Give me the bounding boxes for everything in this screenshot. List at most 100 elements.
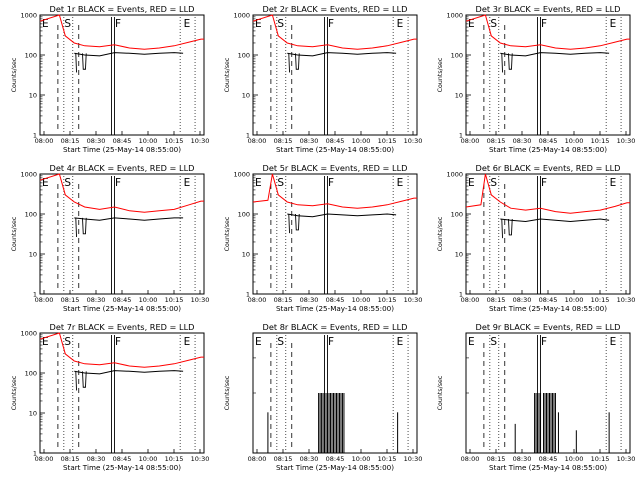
events-series-line [500,218,610,223]
y-axis-label: Counts/sec [11,216,18,251]
interval-marker-e: E [397,177,404,189]
y-tick-label: 1000 [20,12,37,20]
events-dropout [288,213,300,234]
y-tick-label: 100 [25,211,37,219]
y-tick-label: 10 [29,92,37,100]
y-tick-label: 1000 [446,12,463,20]
x-tick-label: 10:30 [617,137,636,145]
x-tick-label: 08:00 [461,137,480,145]
y-tick-label: 100 [25,370,37,378]
x-tick-label: 08:30 [513,296,532,304]
x-tick-label: 08:45 [539,137,558,145]
interval-marker-f: F [328,18,334,30]
x-tick-label: 08:00 [248,137,267,145]
interval-marker-e: E [184,336,191,348]
interval-marker-s: S [64,336,71,348]
interval-marker-s: S [277,177,284,189]
x-tick-label: 10:30 [191,296,210,304]
y-tick-label: 100 [25,52,37,60]
lld-series-line [465,14,630,50]
events-dropout [501,53,513,73]
x-tick-label: 10:15 [165,296,184,304]
interval-marker-s: S [64,177,71,189]
y-tick-label: 10 [455,92,463,100]
panel-det-5r: Det 5r BLACK = Events, RED = LLD 1 10 100 10… [224,163,422,313]
x-tick-label: 08:45 [326,455,345,463]
x-tick-label: 10:15 [591,296,610,304]
interval-marker-f: F [115,18,121,30]
lld-series-line [39,173,204,213]
x-tick-label: 10:15 [165,455,184,463]
x-tick-label: 08:45 [539,296,558,304]
x-tick-label: 08:15 [487,137,506,145]
x-tick-label: 10:00 [139,296,158,304]
x-tick-label: 08:00 [461,296,480,304]
x-tick-label: 08:45 [113,137,132,145]
y-axis-label: Counts/sec [437,216,444,251]
lld-series-line [252,173,417,209]
panel-det-4r: Det 4r BLACK = Events, RED = LLD 1 10 100 10… [11,163,209,313]
x-tick-label: 10:15 [378,296,397,304]
x-tick-label: 10:15 [165,137,184,145]
x-axis-label: Start Time (25-May-14 08:55:00) [489,304,607,313]
events-dropout [501,218,513,239]
x-tick-label: 08:30 [87,296,106,304]
events-series-line [74,52,184,57]
y-tick-label: 1000 [446,171,463,179]
events-series-line [74,217,184,221]
x-tick-label: 10:30 [404,455,423,463]
panel-det-3r: Det 3r BLACK = Events, RED = LLD 1 10 100 10… [437,4,635,154]
x-tick-label: 08:30 [513,137,532,145]
y-tick-label: 1000 [233,171,250,179]
interval-marker-s: S [64,18,71,30]
interval-marker-e: E [255,177,262,189]
interval-marker-f: F [541,336,547,348]
x-tick-label: 08:00 [248,455,267,463]
x-tick-label: 08:30 [87,455,106,463]
x-tick-label: 10:30 [617,296,636,304]
x-tick-label: 08:30 [300,137,319,145]
events-series-line [500,52,610,57]
y-tick-label: 10 [29,410,37,418]
x-axis-label: Start Time (25-May-14 08:55:00) [63,145,181,154]
x-tick-label: 08:45 [113,296,132,304]
x-tick-label: 10:30 [191,455,210,463]
events-series-line [287,213,397,218]
interval-marker-e: E [610,18,617,30]
x-tick-label: 08:15 [487,296,506,304]
panel-title: Det 4r BLACK = Events, RED = LLD [50,163,195,173]
panel-title: Det 6r BLACK = Events, RED = LLD [476,163,621,173]
x-tick-label: 10:15 [591,455,610,463]
y-axis-label: Counts/sec [11,57,18,92]
panel-title: Det 8r BLACK = Events, RED = LLD [263,322,408,332]
x-tick-label: 10:30 [404,137,423,145]
y-tick-label: 1 [246,132,250,140]
x-tick-label: 10:00 [139,137,158,145]
x-tick-label: 08:15 [274,137,293,145]
y-axis-label: Counts/sec [437,57,444,92]
y-axis-label: Counts/sec [224,57,231,92]
panel-title: Det 1r BLACK = Events, RED = LLD [50,4,195,14]
y-tick-label: 1000 [20,330,37,338]
lld-series-line [39,14,204,50]
x-tick-label: 08:00 [35,137,54,145]
x-tick-label: 10:00 [565,296,584,304]
interval-marker-s: S [490,336,497,348]
interval-marker-e: E [397,18,404,30]
interval-marker-e: E [255,336,262,348]
x-tick-label: 08:00 [35,455,54,463]
x-tick-label: 10:00 [352,296,371,304]
interval-marker-e: E [468,177,475,189]
x-tick-label: 08:30 [87,137,106,145]
interval-marker-f: F [328,177,334,189]
panel-title: Det 7r BLACK = Events, RED = LLD [50,322,195,332]
interval-marker-e: E [610,336,617,348]
events-series-line [74,370,184,375]
y-tick-label: 1000 [20,171,37,179]
x-tick-label: 10:00 [565,137,584,145]
interval-marker-s: S [490,177,497,189]
panel-title: Det 5r BLACK = Events, RED = LLD [263,163,408,173]
panel-det-6r: Det 6r BLACK = Events, RED = LLD 1 10 100 10… [437,163,635,313]
y-axis-label: Counts/sec [11,375,18,410]
